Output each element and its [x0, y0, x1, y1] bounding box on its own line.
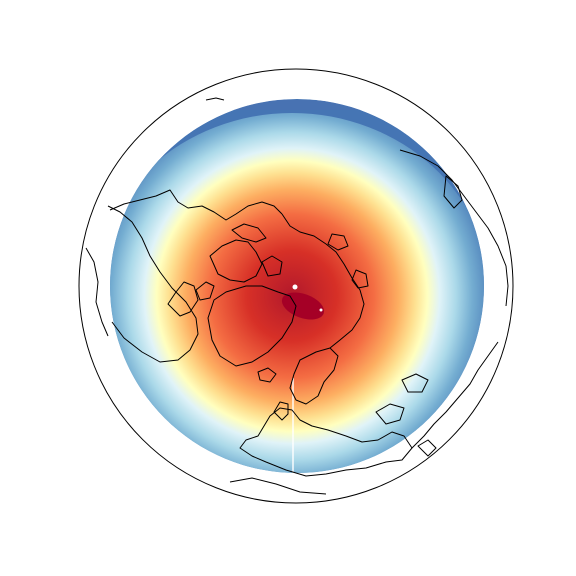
coast-south-edge: [229, 477, 327, 495]
coast-top-island: [205, 97, 225, 101]
secondary-marker: [319, 308, 323, 312]
coast-canadian-archipelago: [195, 223, 283, 301]
coast-siberia-islands: [327, 233, 369, 289]
coast-hudson-bay: [167, 281, 199, 317]
coast-europe: [239, 407, 413, 477]
coast-greenland: [207, 285, 297, 367]
coast-iceland: [257, 367, 277, 383]
coast-alaska: [109, 189, 283, 221]
coast-west-edge: [85, 247, 109, 337]
coast-scandinavia: [289, 347, 339, 405]
coast-british-isles: [273, 401, 289, 421]
coast-east-asia: [411, 341, 499, 449]
coast-siberia: [281, 213, 365, 349]
pole-marker: [292, 284, 298, 290]
coast-far-east: [399, 149, 509, 307]
coast-kamchatka: [443, 175, 463, 209]
coast-asia-islands: [375, 373, 437, 457]
coastlines: [85, 97, 509, 495]
